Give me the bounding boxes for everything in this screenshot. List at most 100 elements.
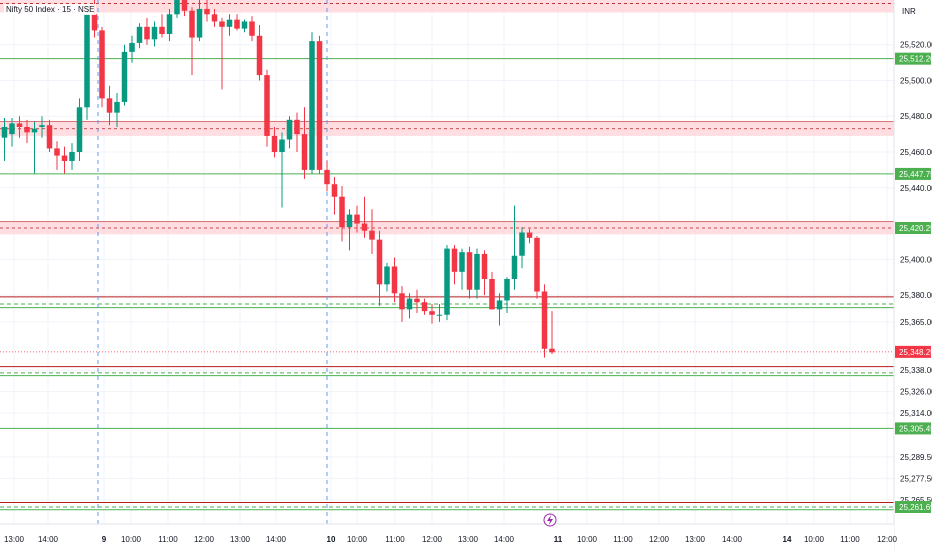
candle-body (234, 19, 240, 29)
candle (16, 116, 23, 138)
candle (144, 17, 150, 45)
candle-body (181, 0, 188, 11)
candle-body (324, 169, 330, 185)
candle (421, 298, 428, 315)
candle-body (219, 21, 225, 27)
candle-body (61, 155, 68, 161)
candle-body (331, 184, 338, 197)
candle (444, 245, 450, 321)
candle-body (271, 135, 278, 153)
candle-body (69, 152, 75, 161)
currency-label[interactable]: INR (902, 7, 916, 16)
candle-body (39, 125, 45, 127)
x-tick-label: 10:00 (121, 535, 142, 544)
candle-body (24, 126, 30, 133)
candle-body (159, 26, 165, 34)
candle-body (91, 14, 98, 31)
candle-body (429, 311, 435, 315)
y-tick-label: 25,400.00 (900, 255, 932, 264)
x-tick-label: 11 (554, 535, 563, 544)
event-marker-icon (543, 513, 557, 527)
current-price-label: 25,348.25 (899, 348, 932, 357)
x-tick-label: 9 (102, 535, 107, 544)
candle (219, 17, 225, 90)
candle (489, 271, 495, 310)
candle-body (16, 123, 23, 127)
level-label-bg (895, 52, 931, 65)
candle-body (279, 139, 285, 153)
resistance-zone (0, 0, 894, 13)
x-tick-label: 11:00 (840, 535, 860, 544)
candle (271, 126, 278, 158)
candle-body (541, 291, 548, 349)
x-tick-label: 14:00 (38, 535, 59, 544)
candle (519, 227, 525, 269)
candle (256, 25, 263, 81)
candle (234, 14, 240, 31)
level-label-bg (895, 222, 931, 235)
candle-body (376, 239, 383, 285)
time-axis-background (0, 524, 894, 550)
candle (481, 250, 488, 296)
y-tick-label: 25,365.00 (900, 318, 932, 327)
y-tick-label: 25,440.00 (900, 184, 932, 193)
candle (309, 32, 315, 174)
candle (99, 26, 105, 108)
candle (279, 132, 285, 208)
x-tick-label: 12:00 (877, 535, 898, 544)
candle (76, 98, 83, 161)
y-tick-label: 25,338.00 (900, 366, 932, 375)
x-tick-label: 10:00 (804, 535, 825, 544)
candle (541, 284, 548, 358)
candle-body (316, 41, 323, 170)
candle-body (511, 255, 518, 279)
candle-body (84, 14, 90, 108)
candle-body (406, 298, 413, 310)
candle (159, 14, 165, 38)
y-tick-label: 25,520.00 (900, 41, 932, 50)
candle-body (301, 134, 308, 170)
candle (46, 119, 53, 153)
symbol-title[interactable]: Nifty 50 Index · 15 · NSE (4, 4, 97, 15)
x-tick-label: 14:00 (494, 535, 515, 544)
candle-body (211, 14, 218, 22)
candle-body (241, 21, 248, 29)
candle (399, 286, 405, 322)
candle (324, 160, 330, 192)
candle (189, 7, 195, 76)
lightning-icon (547, 515, 553, 525)
y-tick-label: 25,314.00 (900, 409, 932, 418)
y-tick-label: 25,500.00 (900, 76, 932, 85)
candle (226, 14, 233, 36)
x-tick-label: 13:00 (4, 535, 25, 544)
candle-body (129, 42, 135, 52)
level-label: 25,261.69 (899, 503, 932, 512)
candle (526, 228, 533, 244)
candle-body (144, 26, 150, 40)
candle-body (474, 253, 480, 290)
y-tick-label: 25,326.00 (900, 388, 932, 397)
candle-body (466, 252, 473, 290)
candle (459, 248, 465, 290)
x-tick-label: 12:00 (649, 535, 670, 544)
candle (384, 262, 390, 292)
candle (294, 112, 300, 153)
level-label: 25,512.20 (899, 55, 932, 64)
candle-body (391, 266, 398, 294)
level-label: 25,447.75 (899, 170, 932, 179)
candle (24, 119, 30, 144)
level-label: 25,420.25 (899, 224, 932, 233)
candle (54, 141, 60, 170)
candle (376, 230, 383, 306)
candle-body (436, 314, 443, 316)
candle-body (121, 51, 128, 102)
candle-body (196, 8, 203, 38)
candle (151, 21, 158, 47)
x-tick-label: 11:00 (613, 535, 633, 544)
current-price-label-bg (895, 345, 931, 358)
candle (511, 205, 518, 290)
y-tick-label: 25,480.00 (900, 112, 932, 121)
candle (1, 118, 8, 161)
candle (181, 0, 188, 17)
